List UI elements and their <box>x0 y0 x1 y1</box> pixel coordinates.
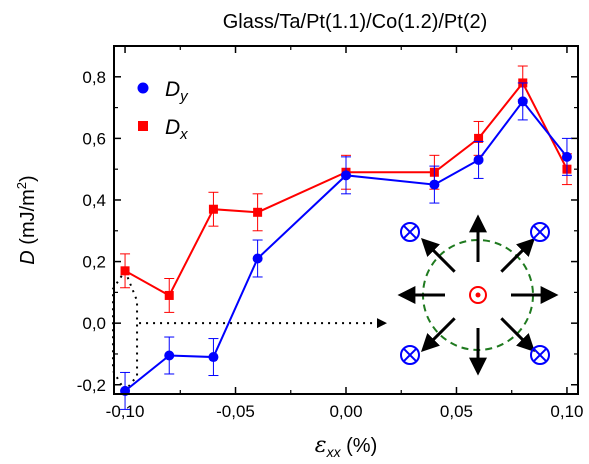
data-point <box>164 350 175 361</box>
out-of-plane-down-symbol <box>400 222 420 242</box>
x-tick-label: 0,05 <box>440 402 473 421</box>
series-layer <box>120 65 572 410</box>
guide-lines <box>112 270 387 392</box>
y-axis-unit: (mJ/m <box>17 189 39 250</box>
legend: Dy Dx <box>137 78 189 143</box>
series-Dy <box>120 82 572 410</box>
data-point <box>208 352 219 363</box>
magnetization-arrow <box>500 317 535 352</box>
cross-stroke <box>402 224 418 240</box>
y-tick-label: 0,0 <box>82 314 106 333</box>
chart-title: Glass/Ta/Pt(1.1)/Co(1.2)/Pt(2) <box>223 11 488 33</box>
x-axis-sub: xx <box>326 444 342 460</box>
legend-marker <box>137 82 149 94</box>
magnetization-arrow <box>500 238 535 273</box>
x-tick-label: 0,10 <box>550 402 583 421</box>
x-tick-label: 0,00 <box>329 402 362 421</box>
data-point <box>429 179 440 190</box>
x-tick-label: -0,10 <box>106 402 145 421</box>
y-tick-label: 0,6 <box>82 129 106 148</box>
magnetization-arrow <box>421 238 456 273</box>
y-tick-label: 0,2 <box>82 253 106 272</box>
data-point <box>473 154 484 165</box>
out-of-plane-up-dot <box>475 292 481 298</box>
legend-label: Dx <box>165 116 188 143</box>
magnetization-arrow <box>421 317 456 352</box>
x-axis-unit: (%) <box>341 435 378 457</box>
data-point <box>561 151 572 162</box>
data-point <box>252 253 263 264</box>
data-point <box>341 170 351 181</box>
data-point <box>517 96 528 107</box>
x-axis-symbol: ε <box>315 433 327 458</box>
plot-axes: -0,10 -0,05 0,00 0,05 0,10 -0,2 0,0 0,2 0,4 0,6 0,… <box>77 46 583 421</box>
data-point <box>164 290 174 300</box>
x-tick-label: -0,05 <box>216 402 255 421</box>
cross-stroke <box>532 224 548 240</box>
y-tick-label: -0,2 <box>77 376 106 395</box>
data-point <box>253 207 263 217</box>
data-point <box>208 204 218 214</box>
y-axis-label: D (mJ/m2) <box>14 175 39 264</box>
out-of-plane-down-symbol <box>530 222 550 242</box>
cross-stroke <box>402 347 418 363</box>
legend-label: Dy <box>165 78 189 105</box>
cross-stroke <box>532 347 548 363</box>
y-tick-label: 0,8 <box>82 68 106 87</box>
data-point <box>120 266 130 276</box>
x-axis-label: εxx (%) <box>315 433 377 460</box>
series-line <box>124 99 568 392</box>
spin-texture-inset <box>397 214 559 376</box>
data-point <box>474 133 484 143</box>
y-axis-close: ) <box>17 175 39 182</box>
y-axis-symbol: D <box>17 250 39 264</box>
y-tick-label: 0,4 <box>82 191 106 210</box>
plot-frame <box>113 45 579 395</box>
out-of-plane-down-symbol <box>400 345 420 365</box>
y-axis-sup: 2 <box>14 182 29 189</box>
out-of-plane-up-symbol <box>469 286 487 304</box>
legend-marker <box>138 121 148 131</box>
out-of-plane-down-symbol <box>530 345 550 365</box>
